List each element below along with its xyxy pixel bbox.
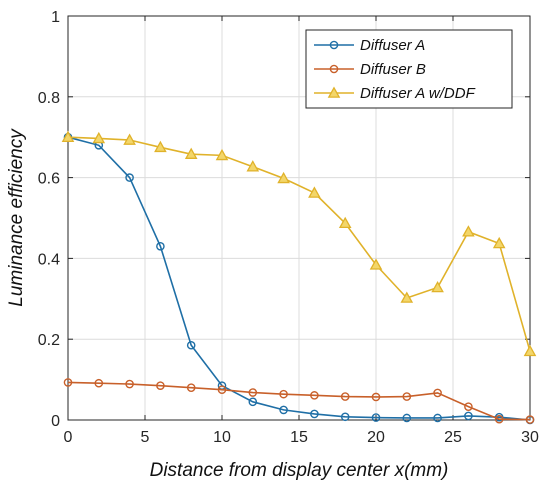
data-point [525, 415, 535, 424]
series-line [67, 381, 531, 421]
legend-marker [329, 64, 339, 74]
x-tick-label: 20 [367, 429, 385, 446]
data-point [464, 402, 473, 411]
x-tick-label: 0 [64, 429, 73, 446]
data-point [125, 173, 134, 182]
legend-label: Diffuser A w/DDF [360, 85, 476, 102]
data-point [433, 388, 442, 398]
data-point [154, 140, 167, 153]
legend-marker [327, 86, 341, 98]
series-line [67, 136, 531, 352]
data-point [400, 291, 414, 303]
data-point [433, 413, 442, 423]
y-axis-title: Luminance efficiency [6, 128, 27, 307]
data-point [369, 258, 383, 270]
data-point [431, 280, 444, 293]
legend-label: Diffuser A [360, 37, 425, 54]
data-point [338, 216, 352, 229]
legend-item: Diffuser A w/DDF [314, 85, 476, 102]
data-point [92, 131, 106, 144]
series-diffuser-a-w-ddf [61, 130, 537, 357]
series-group [61, 130, 537, 425]
y-tick-label: 1 [51, 9, 60, 26]
x-axis-title: Distance from display center x(mm) [150, 460, 449, 481]
data-point [523, 344, 537, 357]
legend-item: Diffuser B [314, 61, 426, 78]
data-point [125, 379, 134, 389]
data-point [186, 340, 196, 350]
data-point [186, 383, 196, 392]
y-tick-label: 0.6 [38, 171, 60, 188]
data-point [156, 381, 165, 390]
series-line [67, 136, 531, 421]
data-point [462, 225, 475, 237]
data-point [492, 236, 506, 249]
data-point [308, 186, 321, 198]
data-point [63, 378, 73, 387]
data-point [340, 412, 350, 422]
data-point [279, 405, 288, 415]
legend-item: Diffuser A [314, 37, 425, 54]
data-point [61, 130, 75, 143]
y-tick-label: 0.4 [38, 251, 60, 268]
data-point [402, 413, 412, 423]
data-point [402, 392, 412, 401]
data-point [156, 241, 165, 251]
data-point [217, 385, 227, 395]
data-point [94, 378, 104, 388]
x-tick-label: 10 [213, 429, 231, 446]
x-tick-label: 25 [444, 429, 462, 446]
series-diffuser-b [63, 378, 535, 424]
data-point [494, 414, 504, 424]
data-point [248, 388, 258, 397]
data-point [215, 148, 229, 161]
data-point [340, 392, 350, 401]
data-point [277, 171, 290, 184]
y-tick-label: 0.8 [38, 90, 60, 107]
data-point [310, 409, 319, 419]
x-tick-label: 30 [521, 429, 539, 446]
data-point [248, 397, 258, 407]
data-point [123, 133, 136, 145]
legend-marker [329, 40, 339, 50]
x-tick-label: 15 [290, 429, 308, 446]
x-tick-label: 5 [141, 429, 150, 446]
data-point [310, 391, 319, 400]
data-point [246, 160, 260, 172]
data-point [371, 413, 381, 422]
legend: Diffuser A Diffuser B Diffuser A w/DDF [305, 29, 513, 109]
y-tick-label: 0.2 [38, 332, 60, 349]
data-point [371, 392, 381, 402]
data-point [279, 389, 288, 399]
axis-ticks: 0 5 10 15 20 25 30 0 0.2 0.4 0.6 0.8 1 [38, 9, 539, 446]
data-point [464, 411, 473, 421]
data-point [184, 147, 198, 159]
legend-label: Diffuser B [360, 61, 426, 78]
y-tick-label: 0 [51, 413, 60, 430]
